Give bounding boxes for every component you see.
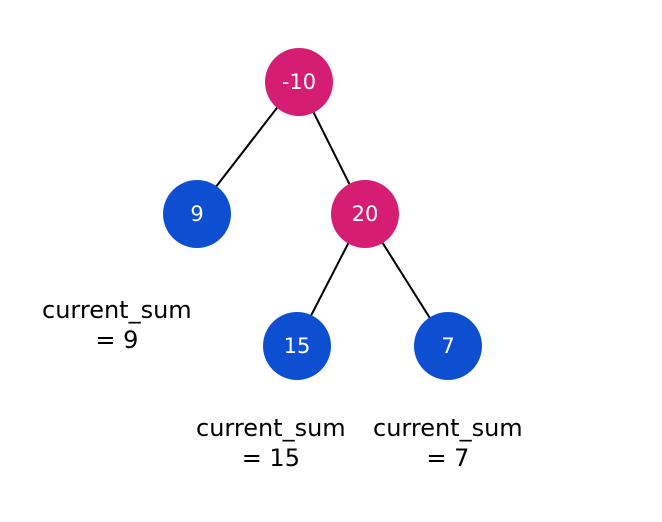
tree-node-n7: 7: [414, 312, 482, 380]
annotation-n9: current_sum= 9: [42, 295, 192, 355]
tree-diagram: -10920157current_sum= 9current_sum= 15cu…: [0, 0, 662, 522]
annotation-line: = 15: [196, 443, 346, 473]
tree-node-n20: 20: [331, 180, 399, 248]
tree-node-root: -10: [265, 48, 333, 116]
tree-node-label: -10: [282, 70, 316, 94]
annotation-line: current_sum: [196, 413, 346, 443]
annotation-line: current_sum: [373, 413, 523, 443]
tree-node-label: 20: [352, 202, 379, 226]
annotation-line: = 9: [42, 325, 192, 355]
annotation-n15: current_sum= 15: [196, 413, 346, 473]
annotation-line: current_sum: [42, 295, 192, 325]
tree-node-label: 9: [190, 202, 203, 226]
tree-node-n15: 15: [263, 312, 331, 380]
tree-node-label: 15: [284, 334, 311, 358]
annotation-line: = 7: [373, 443, 523, 473]
annotation-n7: current_sum= 7: [373, 413, 523, 473]
tree-node-n9: 9: [163, 180, 231, 248]
tree-node-label: 7: [441, 334, 454, 358]
